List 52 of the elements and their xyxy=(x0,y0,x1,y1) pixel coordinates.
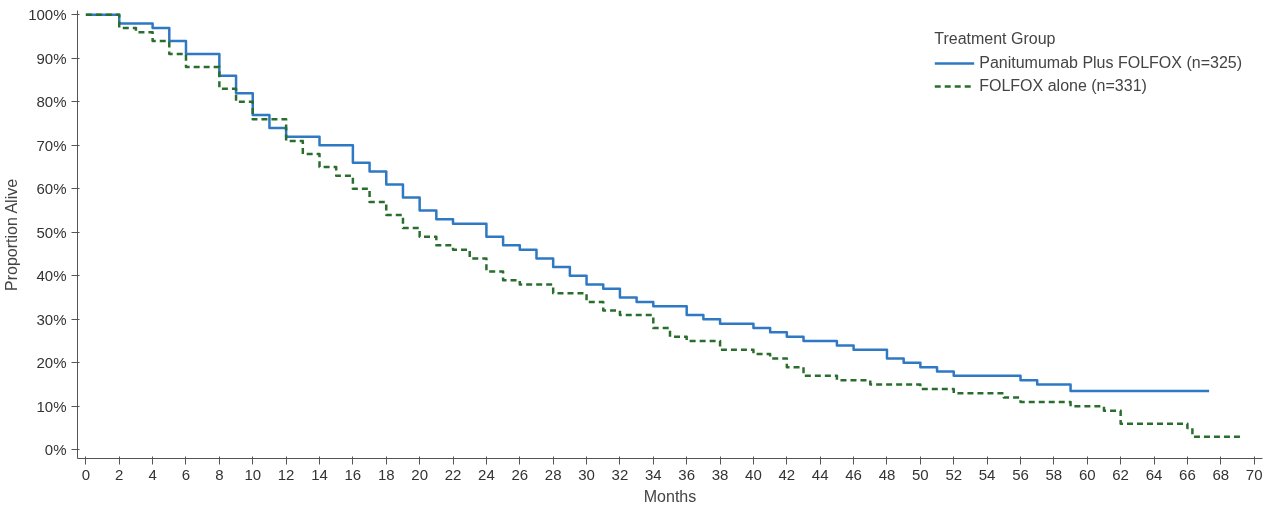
x-tick-label: 56 xyxy=(1012,465,1029,483)
x-tick-label: 34 xyxy=(644,465,662,483)
y-tick-label: 20% xyxy=(36,354,67,372)
y-axis-title: Proportion Alive xyxy=(3,178,21,291)
x-tick-label: 70 xyxy=(1245,465,1263,483)
x-tick-label: 10 xyxy=(244,465,262,483)
legend-title: Treatment Group xyxy=(934,30,1057,48)
x-tick-label: 24 xyxy=(478,465,495,483)
x-tick-label: 4 xyxy=(148,465,157,483)
x-tick-label: 60 xyxy=(1078,465,1096,483)
x-tick-label: 68 xyxy=(1212,465,1230,483)
x-tick-label: 18 xyxy=(377,465,395,483)
x-tick-label: 66 xyxy=(1179,465,1196,483)
y-tick-label: 50% xyxy=(36,223,67,241)
x-tick-label: 40 xyxy=(745,465,762,483)
x-tick-label: 26 xyxy=(511,465,529,483)
x-tick-label: 42 xyxy=(778,465,796,483)
x-tick-label: 52 xyxy=(945,465,963,483)
x-tick-label: 50 xyxy=(912,465,929,483)
x-tick-label: 2 xyxy=(115,465,124,483)
y-tick-label: 70% xyxy=(36,136,67,154)
x-tick-label: 32 xyxy=(611,465,629,483)
y-tick-label: 60% xyxy=(36,180,67,198)
x-tick-label: 8 xyxy=(215,465,224,483)
x-tick-label: 0 xyxy=(81,465,91,483)
x-tick-label: 16 xyxy=(344,465,362,483)
y-tick-label: 10% xyxy=(36,397,67,415)
x-axis-title: Months xyxy=(643,487,697,505)
x-tick-label: 6 xyxy=(181,465,191,483)
x-tick-label: 20 xyxy=(411,465,428,483)
x-tick-label: 46 xyxy=(845,465,862,483)
y-tick-label: 40% xyxy=(36,267,67,285)
x-tick-label: 30 xyxy=(578,465,595,483)
x-tick-label: 36 xyxy=(678,465,696,483)
legend-label: Panitumumab Plus FOLFOX (n=325) xyxy=(979,54,1242,72)
x-tick-label: 48 xyxy=(878,465,896,483)
x-tick-label: 12 xyxy=(277,465,295,483)
x-tick-label: 28 xyxy=(544,465,562,483)
x-tick-label: 38 xyxy=(711,465,729,483)
legend-label: FOLFOX alone (n=331) xyxy=(979,77,1147,95)
x-tick-label: 62 xyxy=(1112,465,1129,483)
y-tick-label: 90% xyxy=(36,49,67,67)
y-tick-label: 80% xyxy=(36,93,67,111)
x-tick-label: 44 xyxy=(811,465,829,483)
x-tick-label: 64 xyxy=(1145,465,1163,483)
x-tick-label: 14 xyxy=(311,465,328,483)
x-tick-label: 22 xyxy=(444,465,462,483)
y-tick-label: 30% xyxy=(36,310,67,328)
x-tick-label: 54 xyxy=(978,465,996,483)
y-tick-label: 0% xyxy=(44,441,67,459)
y-tick-label: 100% xyxy=(28,6,67,24)
x-tick-label: 58 xyxy=(1045,465,1063,483)
